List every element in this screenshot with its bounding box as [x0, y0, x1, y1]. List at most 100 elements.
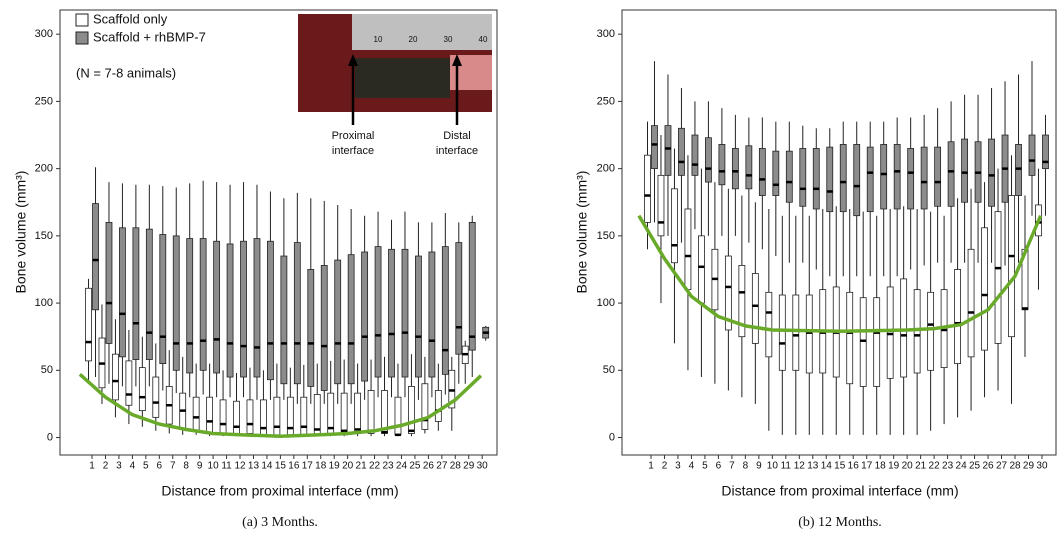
box — [260, 399, 267, 436]
legend-swatch — [75, 31, 89, 45]
box — [334, 259, 342, 385]
x-tick-label: 11 — [221, 461, 232, 472]
x-tick-label: 1 — [648, 461, 654, 472]
box — [468, 222, 476, 351]
box — [1028, 134, 1036, 176]
x-tick-label: 19 — [329, 461, 341, 472]
trend-line — [78, 372, 483, 438]
box — [233, 400, 240, 434]
box — [866, 146, 874, 213]
inset-label-line: Distal — [443, 130, 471, 142]
x-tick-label: 12 — [794, 461, 806, 472]
x-tick-label: 25 — [409, 461, 421, 472]
box — [745, 145, 753, 190]
box — [671, 188, 678, 264]
x-tick-label: 22 — [369, 461, 381, 472]
box — [415, 255, 422, 378]
box — [967, 248, 975, 358]
x-axis-label: Distance from proximal interface (mm) — [721, 483, 958, 499]
inset-arrowhead — [452, 54, 462, 66]
box — [988, 138, 995, 207]
x-tick-label: 16 — [848, 461, 860, 472]
x-tick-label: 8 — [743, 461, 749, 472]
x-tick-label: 9 — [756, 461, 762, 472]
x-tick-label: 3 — [675, 461, 681, 472]
box — [731, 148, 739, 190]
box — [1015, 144, 1022, 196]
box — [192, 396, 200, 432]
y-tick-label: 0 — [47, 431, 53, 443]
box — [900, 278, 908, 378]
x-tick-label: 15 — [275, 461, 287, 472]
x-tick-label: 7 — [729, 461, 735, 472]
box — [961, 138, 968, 203]
box — [159, 234, 167, 364]
box — [253, 238, 261, 378]
box — [186, 238, 194, 374]
y-tick-label: 150 — [35, 230, 53, 242]
box — [664, 125, 672, 176]
x-tick-label: 3 — [116, 461, 122, 472]
box — [880, 144, 888, 210]
box — [240, 240, 247, 378]
box — [132, 227, 140, 360]
x-tick-label: 13 — [248, 461, 260, 472]
box — [199, 238, 207, 371]
box — [138, 367, 146, 412]
box — [684, 208, 692, 291]
box — [947, 141, 955, 207]
box — [441, 246, 449, 375]
x-tick-label: 15 — [834, 461, 846, 472]
x-tick-label: 29 — [463, 461, 475, 472]
box — [85, 287, 92, 362]
box — [751, 273, 759, 344]
box — [280, 255, 288, 385]
x-tick-label: 18 — [875, 461, 887, 472]
box — [691, 134, 699, 176]
x-tick-label: 19 — [888, 461, 900, 472]
x-tick-label: 6 — [157, 461, 163, 472]
y-axis-label: Bone volume (mm³) — [574, 171, 590, 294]
x-tick-label: 4 — [130, 461, 136, 472]
x-tick-label: 23 — [942, 461, 954, 472]
box — [920, 146, 928, 210]
box — [994, 211, 1002, 344]
box — [119, 227, 126, 358]
box — [455, 242, 463, 355]
x-tick-label: 20 — [342, 461, 354, 472]
box — [772, 150, 780, 196]
box — [213, 240, 221, 374]
box — [381, 390, 388, 434]
x-tick-label: 29 — [1023, 461, 1035, 472]
box — [799, 148, 807, 207]
legend-swatch — [75, 13, 89, 27]
inset-ruler — [352, 14, 492, 50]
box — [886, 286, 894, 379]
box — [934, 146, 942, 207]
box — [724, 255, 732, 331]
box — [859, 297, 867, 387]
x-tick-label: 17 — [861, 461, 873, 472]
y-tick-label: 300 — [35, 28, 53, 40]
box — [785, 150, 793, 203]
inset-label-line: interface — [332, 145, 374, 157]
x-tick-label: 20 — [902, 461, 914, 472]
box — [651, 125, 658, 170]
box — [705, 137, 712, 183]
legend-label: Scaffold only — [93, 11, 168, 26]
box — [394, 396, 402, 436]
x-tick-label: 12 — [234, 461, 246, 472]
y-tick-label: 100 — [597, 297, 615, 309]
box — [927, 291, 935, 371]
x-tick-label: 11 — [781, 461, 792, 472]
box — [853, 144, 861, 217]
x-tick-label: 26 — [982, 461, 994, 472]
box — [1042, 134, 1049, 170]
legend-label: Scaffold + rhBMP-7 — [93, 29, 206, 44]
box — [267, 240, 274, 381]
inset-label-line: Proximal — [332, 130, 375, 142]
box — [300, 396, 308, 436]
x-tick-label: 7 — [170, 461, 176, 472]
box — [361, 251, 369, 382]
y-tick-label: 0 — [609, 431, 615, 443]
